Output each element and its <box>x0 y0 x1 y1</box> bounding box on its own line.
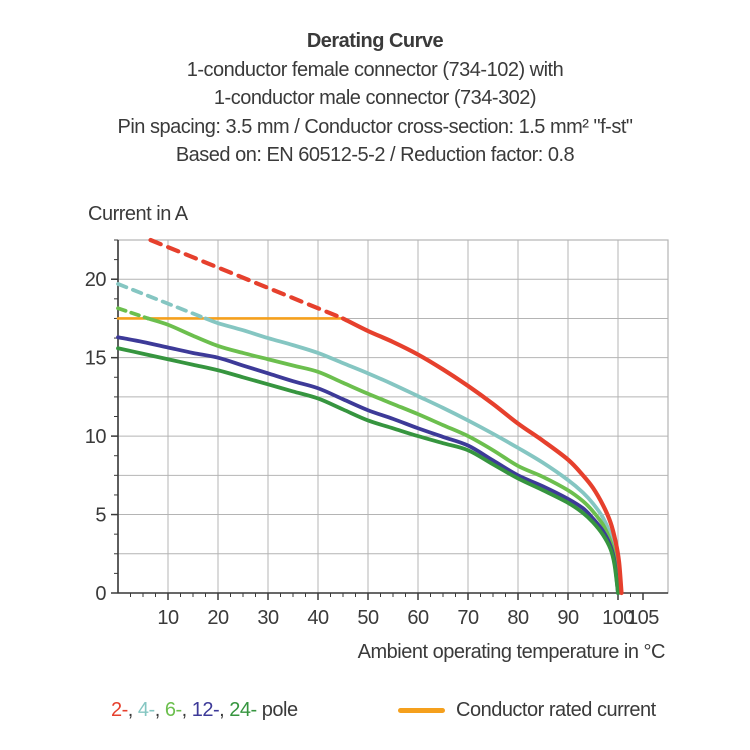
rated-current-swatch-icon <box>398 707 445 713</box>
x-tick-label: 30 <box>257 607 279 629</box>
y-tick-label: 10 <box>85 426 107 448</box>
legend-separator: , <box>219 699 230 721</box>
x-tick-label: 20 <box>207 607 229 629</box>
x-tick-label: 90 <box>557 607 579 629</box>
y-tick-label: 20 <box>85 269 107 291</box>
y-axis-title: Current in A <box>88 203 188 225</box>
legend-separator: , <box>127 699 138 721</box>
legend-poles: 2-, 4-, 6-, 12-, 24- pole <box>111 696 298 724</box>
y-tick-label: 0 <box>95 583 106 605</box>
legend-separator: , <box>181 699 192 721</box>
header-line-connector-female: 1-conductor female connector (734-102) w… <box>186 58 564 81</box>
x-tick-label: 40 <box>307 607 329 629</box>
x-tick-label: 10 <box>157 607 179 629</box>
header-line-pin-spacing: Pin spacing: 3.5 mm / Conductor cross-se… <box>117 115 634 138</box>
plot-border <box>117 239 669 594</box>
x-axis-title: Ambient operating temperature in °C <box>357 641 666 663</box>
legend-pole-2: 2- <box>111 699 128 721</box>
legend-separator: , <box>154 699 165 721</box>
legend-pole-12: 12- <box>191 699 220 721</box>
y-tick-label: 5 <box>95 505 106 527</box>
curve-4-pole-dashed <box>116 282 208 321</box>
curve-2-pole <box>340 316 624 596</box>
axis-ticks <box>111 239 644 600</box>
curve-6-pole-dashed <box>116 306 150 321</box>
legend-pole-24: 24- <box>229 699 257 721</box>
curve-2-pole-dashed <box>148 237 346 321</box>
x-tick-label: 100 <box>602 607 634 629</box>
grid-lines <box>118 240 668 593</box>
x-tick-label: 105 <box>627 607 659 629</box>
x-tick-label: 50 <box>357 607 379 629</box>
rated-current-label: Conductor rated current <box>456 699 656 721</box>
y-tick-label: 15 <box>85 348 107 370</box>
legend-pole-word: pole <box>256 699 298 721</box>
header-line-based-on: Based on: EN 60512-5-2 / Reduction facto… <box>175 144 575 166</box>
curve-6-pole <box>146 316 621 595</box>
legend-pole-6: 6- <box>164 699 182 721</box>
header-line-connector-male: 1-conductor male connector (734-302) <box>213 87 537 109</box>
curve-12-pole <box>116 335 620 595</box>
legend-rated-current: Conductor rated current <box>398 696 656 724</box>
x-tick-label: 70 <box>457 607 479 629</box>
curve-24-pole <box>116 346 620 595</box>
chart-header: Derating Curve 1-conductor female connec… <box>0 27 750 170</box>
curve-4-pole <box>203 316 621 595</box>
x-tick-label: 80 <box>507 607 529 629</box>
x-tick-label: 60 <box>407 607 429 629</box>
legend-pole-4: 4- <box>137 699 155 721</box>
chart-title: Derating Curve <box>306 30 444 52</box>
